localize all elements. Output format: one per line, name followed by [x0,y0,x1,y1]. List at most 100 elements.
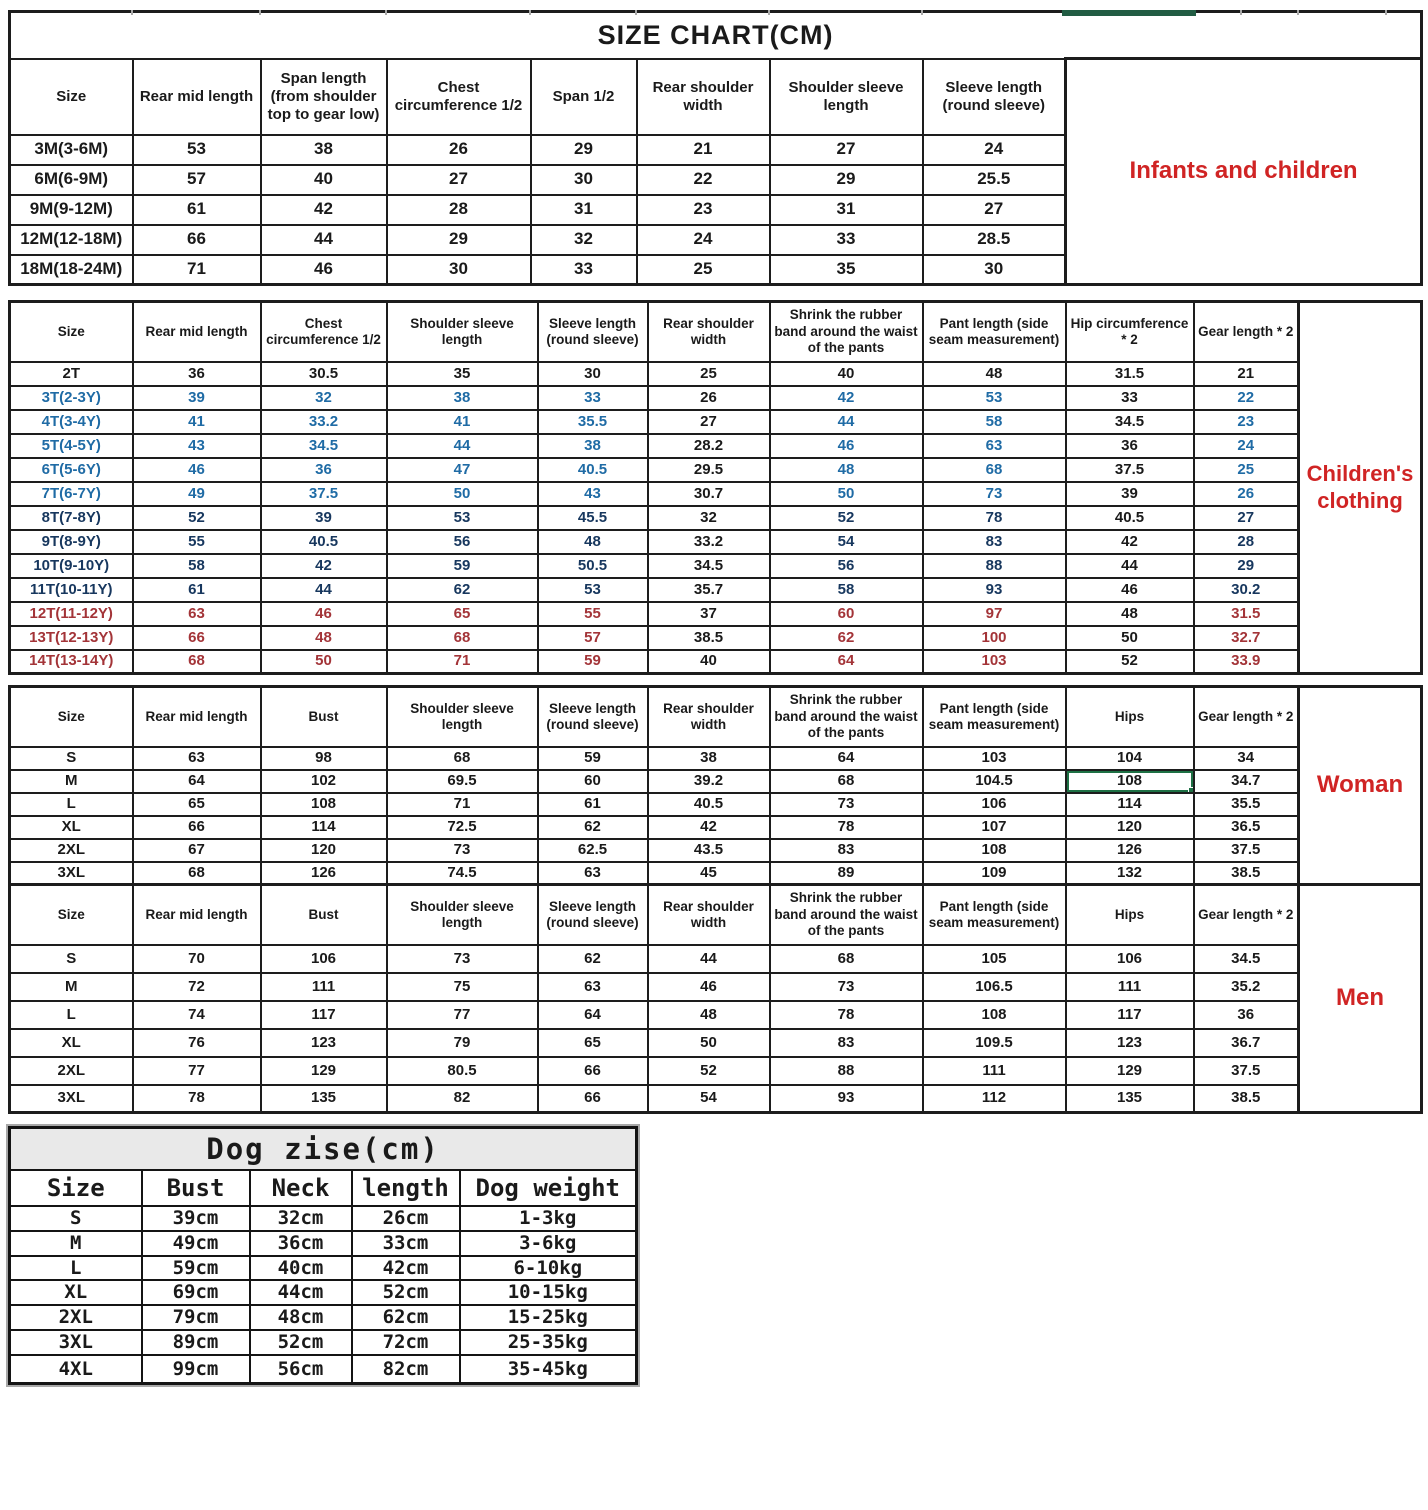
gridline-tick [635,10,637,15]
size-cell: 14T(13-14Y) [8,648,134,675]
value-cell: 38 [536,432,649,459]
value-cell: 64 [768,745,924,771]
table-row: 3XL 68 126 74.5 63 45 89 109 132 38.5 [8,860,1422,886]
size-cell: L [8,999,134,1030]
value-cell: 33.2 [259,408,388,435]
column-header: Sleeve length (round sleeve) [536,685,649,748]
value-cell: 50 [1064,624,1195,651]
size-cell: S [8,1205,143,1232]
value-cell: 45 [646,860,771,886]
column-header: Bust [259,685,388,748]
value-cell: 129 [1064,1055,1195,1086]
value-cell: 63 [131,600,262,627]
value-cell: 25-35kg [458,1328,638,1356]
value-cell: 35.2 [1192,971,1300,1002]
size-cell: 18M(18-24M) [8,253,134,286]
value-cell: 53 [921,384,1067,411]
table-row: 9M(9-12M) 61 42 28 31 23 31 27 [8,193,1422,226]
table-row: 10T(9-10Y) 58 42 59 50.5 34.5 56 88 44 29 [8,552,1422,579]
value-cell: 50 [768,480,924,507]
table-row: 9T(8-9Y) 55 40.5 56 48 33.2 54 83 42 28 [8,528,1422,555]
column-header: Shoulder sleeve length [385,685,539,748]
value-cell: 43 [536,480,649,507]
value-cell: 66 [536,1055,649,1086]
size-cell: 7T(6-7Y) [8,480,134,507]
column-header: Span 1/2 [529,57,638,136]
dog-table-title: Dog zise(cm) [8,1126,638,1171]
value-cell: 38.5 [646,624,771,651]
value-cell: 64 [131,768,262,794]
table-row: 5T(4-5Y) 43 34.5 44 38 28.2 46 63 36 24 [8,432,1422,459]
value-cell: 52cm [248,1328,353,1356]
size-cell: 4T(3-4Y) [8,408,134,435]
value-cell: 114 [1064,791,1195,817]
value-cell: 58 [131,552,262,579]
value-cell: 35.5 [536,408,649,435]
value-cell: 35-45kg [458,1353,638,1385]
column-header: Pant length (side seam measurement) [921,685,1067,748]
column-header: Hips [1064,883,1195,946]
table-row: 7T(6-7Y) 49 37.5 50 43 30.7 50 73 39 26 [8,480,1422,507]
value-cell: 35.7 [646,576,771,603]
value-cell: 61 [131,193,262,226]
table-row: L 74 117 77 64 48 78 108 117 36 [8,999,1422,1030]
dog-size-table: Dog zise(cm) Size Bust Neck length Dog w… [8,1126,639,1386]
column-header: Gear length * 2 [1192,883,1300,946]
table-row: L 59cm 40cm 42cm 6-10kg [8,1254,638,1282]
value-cell: 47 [385,456,539,483]
size-cell: 3XL [8,1083,134,1114]
value-cell: 32 [646,504,771,531]
value-cell: 34 [1192,745,1300,771]
value-cell: 48 [1064,600,1195,627]
value-cell: 43.5 [646,837,771,863]
value-cell: 26 [1192,480,1300,507]
column-header: Rear mid length [131,685,262,748]
column-header: Neck [248,1169,353,1207]
header-row: Size Bust Neck length Dog weight [8,1169,638,1207]
column-header: Gear length * 2 [1192,685,1300,748]
size-cell: XL [8,1027,134,1058]
value-cell: 28.5 [921,223,1067,256]
value-cell: 104.5 [921,768,1067,794]
chart-title: SIZE CHART(CM) [8,10,1423,60]
table-row: 12T(11-12Y) 63 46 65 55 37 60 97 48 31.5 [8,600,1422,627]
table-row: 2XL 67 120 73 62.5 43.5 83 108 126 37.5 [8,837,1422,863]
gridline-tick [131,10,133,15]
value-cell: 55 [131,528,262,555]
value-cell: 25 [646,360,771,387]
value-cell: 44 [385,432,539,459]
value-cell: 1-3kg [458,1205,638,1232]
column-header: Sleeve length (round sleeve) [921,57,1067,136]
value-cell: 109 [921,860,1067,886]
size-cell: 2XL [8,1304,143,1331]
value-cell: 31.5 [1192,600,1300,627]
value-cell: 48 [259,624,388,651]
size-cell: 9M(9-12M) [8,193,134,226]
value-cell: 78 [768,814,924,840]
value-cell: 41 [131,408,262,435]
value-cell: 29 [385,223,532,256]
value-cell: 29.5 [646,456,771,483]
size-cell: 6M(6-9M) [8,163,134,196]
column-header: Rear shoulder width [646,685,771,748]
column-header: Dog weight [458,1169,638,1207]
value-cell: 72 [131,971,262,1002]
value-cell: 30 [529,163,638,196]
column-header: Hips [1064,685,1195,748]
value-cell: 102 [259,768,388,794]
value-cell: 34.5 [646,552,771,579]
value-cell: 108 [259,791,388,817]
table-row: M 72 111 75 63 46 73 106.5 111 35.2 [8,971,1422,1002]
value-cell: 26cm [350,1205,461,1232]
column-header: Pant length (side seam measurement) [921,883,1067,946]
value-cell: 72cm [350,1328,461,1356]
table-row: 2XL 79cm 48cm 62cm 15-25kg [8,1304,638,1331]
value-cell: 48 [768,456,924,483]
value-cell: 40.5 [259,528,388,555]
value-cell: 46 [646,971,771,1002]
value-cell: 64 [768,648,924,675]
value-cell: 117 [259,999,388,1030]
value-cell: 27 [385,163,532,196]
value-cell: 57 [131,163,262,196]
value-cell: 46 [1064,576,1195,603]
